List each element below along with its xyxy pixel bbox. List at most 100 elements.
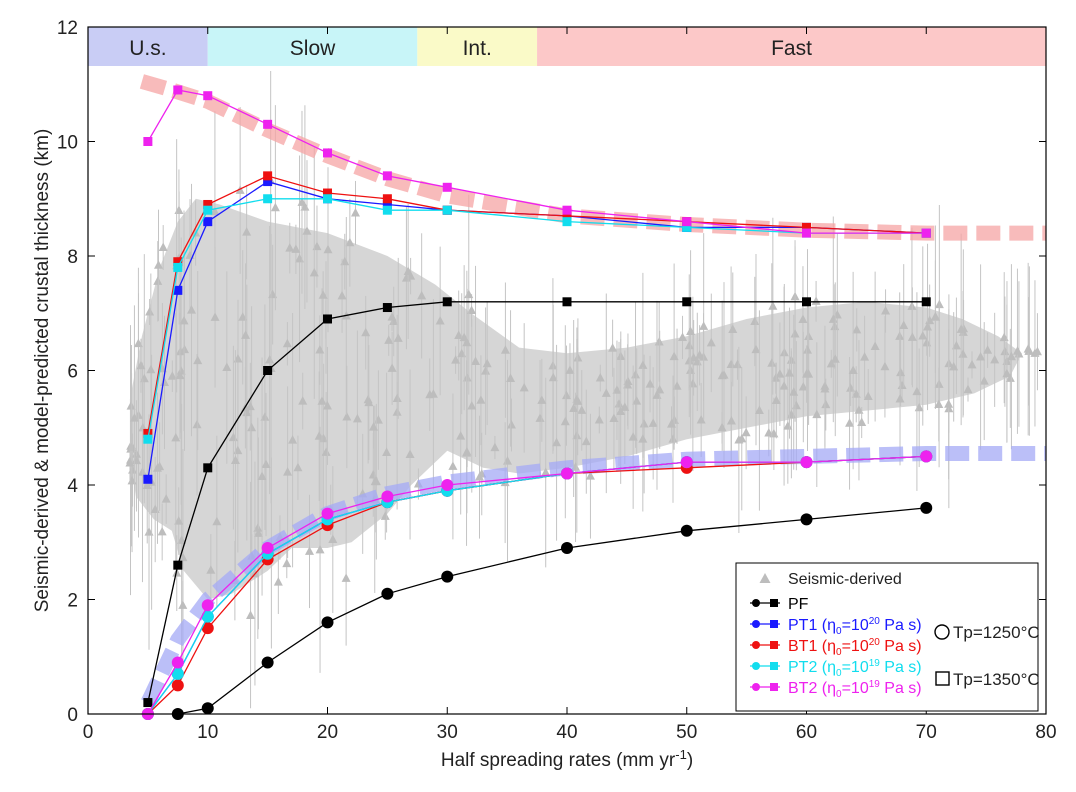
seismic-point (728, 324, 738, 333)
legend-label-exponent: 20 (869, 637, 881, 648)
seismic-point (417, 290, 427, 300)
series-point-1 (441, 570, 454, 583)
legend-label-main: PF (788, 596, 809, 613)
x-tick-label: 70 (916, 722, 937, 743)
seismic-point (956, 324, 966, 333)
seismic-point (581, 436, 591, 446)
legend-label-BT2: BT2 (η0=1019 Pa s) (788, 679, 922, 700)
seismic-point (741, 427, 751, 437)
seismic-point (506, 419, 516, 429)
seismic-point (608, 343, 618, 352)
seismic-point (342, 411, 352, 421)
seismic-point (152, 463, 162, 472)
seismic-point (179, 315, 189, 325)
seismic-point (464, 289, 474, 299)
x-tick-label: 60 (796, 722, 817, 743)
seismic-point (474, 472, 484, 481)
seismic-point (350, 208, 360, 217)
seismic-point (519, 382, 529, 392)
seismic-point (719, 370, 729, 379)
series-point-9 (561, 467, 573, 480)
series-point-4 (143, 434, 153, 444)
seismic-point (812, 409, 822, 419)
series-point-1 (680, 524, 693, 537)
series-point-2 (382, 199, 392, 209)
seismic-point (129, 413, 139, 422)
seismic-point (983, 345, 993, 354)
series-point-9 (441, 479, 454, 491)
seismic-point (1002, 368, 1012, 378)
series-point-0 (323, 314, 332, 324)
legend-label-subscript: 0 (836, 689, 842, 700)
series-point-4 (562, 217, 572, 227)
series-point-2 (173, 285, 183, 295)
tp-square-icon (935, 671, 950, 686)
seismic-point (1005, 373, 1015, 382)
series-point-0 (562, 297, 572, 307)
seismic-point (648, 418, 658, 427)
series-point-4 (682, 222, 692, 232)
series-point-0 (203, 463, 213, 473)
y-tick-label: 12 (57, 18, 78, 39)
seismic-point (750, 316, 760, 325)
seismic-point (767, 358, 777, 367)
x-tick-label: 20 (317, 722, 338, 743)
seismic-point (754, 405, 764, 414)
seismic-point (500, 345, 510, 354)
series-point-4 (382, 205, 392, 215)
y-tick-label: 4 (67, 476, 78, 497)
seismic-point (448, 461, 458, 470)
series-point-0 (263, 366, 273, 375)
series-point-9 (171, 656, 184, 669)
seismic-point (193, 355, 203, 365)
seismic-point (315, 345, 325, 354)
seismic-point (171, 432, 181, 442)
seismic-point (870, 341, 880, 351)
series-point-5 (562, 205, 572, 215)
seismic-point (672, 381, 682, 390)
series-point-4 (442, 205, 452, 215)
seismic-point (454, 330, 464, 340)
seismic-point (848, 365, 858, 375)
y-axis-label: Seismic-derived & model-predicted crusta… (32, 129, 53, 613)
seismic-point (1006, 351, 1016, 361)
seismic-point (288, 435, 298, 444)
seismic-point (178, 552, 188, 562)
seismic-data-points (125, 70, 1042, 709)
seismic-point (976, 352, 986, 361)
x-axis-label-close: ) (687, 750, 693, 771)
series-point-1 (381, 587, 394, 600)
seismic-point (482, 358, 492, 368)
seismic-point (802, 345, 812, 354)
seismic-point (283, 467, 293, 476)
series-point-2 (203, 217, 213, 227)
zone-band-2 (417, 27, 538, 66)
seismic-point (238, 312, 248, 321)
seismic-point (979, 376, 989, 385)
seismic-point (305, 546, 315, 555)
series-point-8 (201, 610, 214, 623)
seismic-point (573, 396, 583, 405)
seismic-point (577, 405, 587, 414)
seismic-point (734, 434, 744, 444)
seismic-point (857, 417, 867, 427)
seismic-point (174, 516, 184, 525)
series-point-0 (382, 303, 392, 313)
seismic-point (811, 296, 821, 305)
seismic-point (595, 373, 605, 382)
seismic-point (732, 359, 742, 369)
x-axis-label: Half spreading rates (mm yr-1) (441, 747, 693, 771)
series-point-7 (171, 679, 184, 692)
series-point-9 (201, 599, 214, 612)
seismic-point (623, 380, 633, 389)
zone-label-3: Fast (771, 37, 812, 60)
seismic-point (594, 414, 604, 424)
seismic-point (616, 406, 626, 415)
seismic-point (639, 418, 649, 428)
seismic-point (322, 400, 332, 410)
seismic-point (785, 368, 795, 377)
legend-square-BT1 (770, 641, 778, 649)
seismic-point (476, 395, 486, 404)
seismic-point (192, 419, 202, 429)
